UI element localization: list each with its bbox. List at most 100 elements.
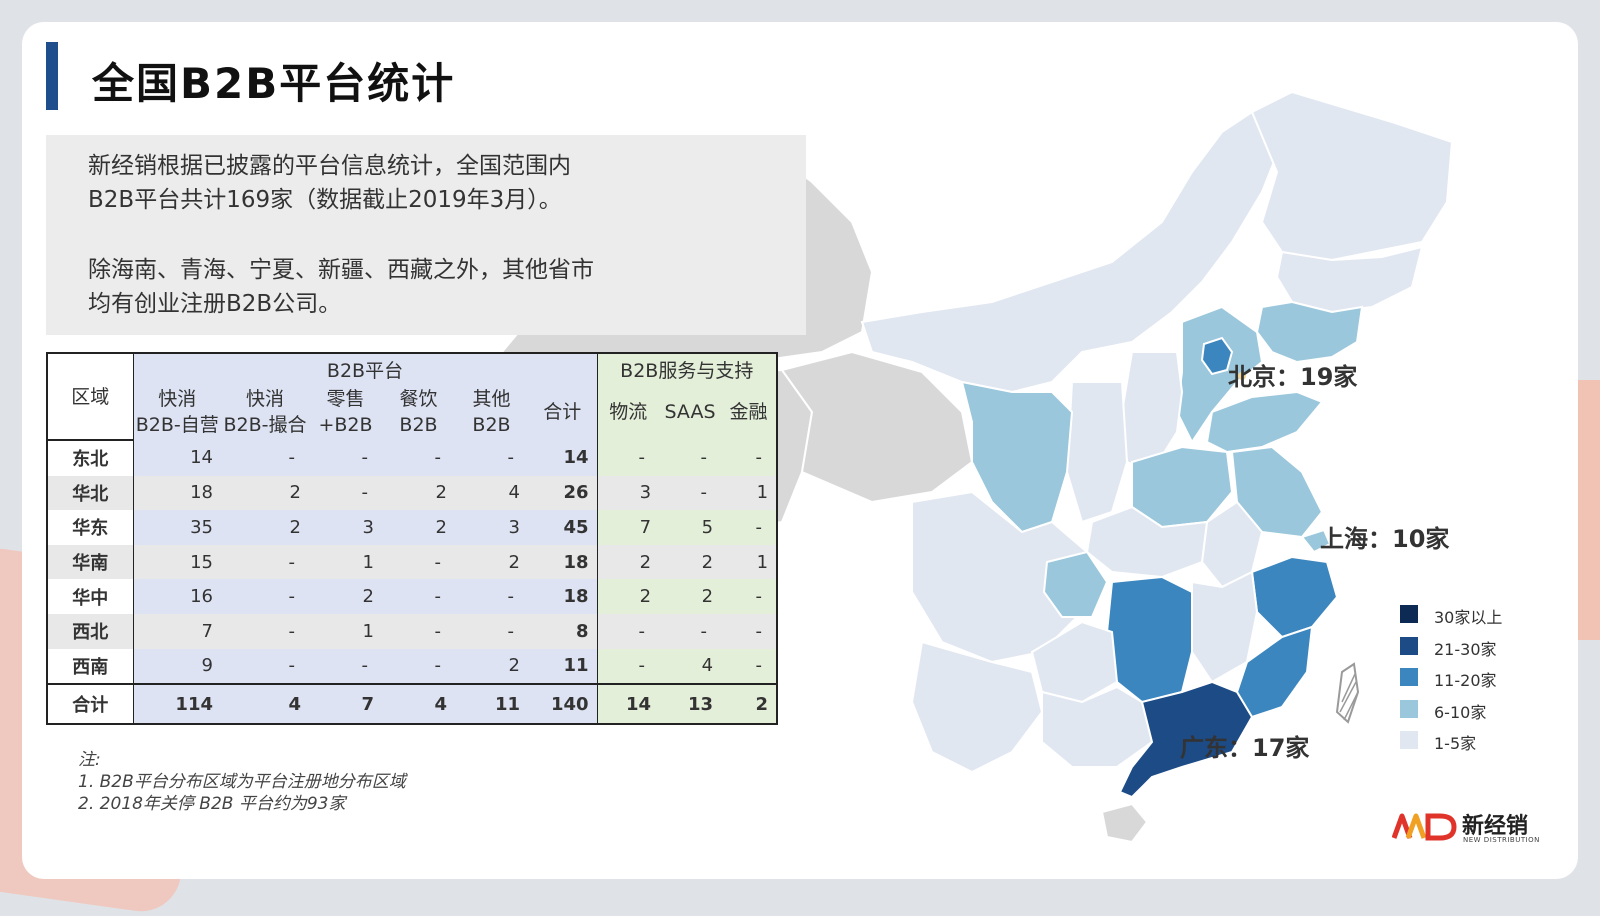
notes: 注: 1. B2B平台分布区域为平台注册地分布区域 2. 2018年关停 B2B… bbox=[78, 749, 406, 815]
subtotal-cell: 18 bbox=[528, 544, 598, 580]
region-shandong bbox=[1205, 390, 1324, 454]
data-cell: 3 bbox=[596, 475, 660, 511]
data-cell: - bbox=[721, 510, 779, 545]
total-cell: 4 bbox=[221, 683, 309, 726]
data-cell: - bbox=[659, 440, 722, 476]
region-chongqing bbox=[1042, 550, 1109, 618]
b2b-stats-table: 区域 B2B平台 B2B服务与支持 快消 B2B-自营 快消 B2B-撮合 零售 +B… bbox=[46, 352, 779, 726]
region-guangxi bbox=[1041, 685, 1154, 768]
data-cell: - bbox=[221, 579, 309, 614]
header-line1: 快消 bbox=[158, 388, 197, 410]
data-cell: 9 bbox=[133, 648, 221, 685]
callout-beijing: 北京：19家 bbox=[1228, 363, 1358, 391]
total-cell: 14 bbox=[596, 683, 660, 726]
header-line2: B2B bbox=[472, 414, 511, 436]
data-cell: - bbox=[221, 544, 309, 580]
legend-swatch bbox=[1400, 636, 1418, 655]
logo-subtitle: NEW DISTRIBUTION bbox=[1463, 836, 1540, 844]
callout-shanghai: 上海：10家 bbox=[1320, 525, 1450, 553]
data-cell: 2 bbox=[659, 579, 722, 614]
header-col-logistics: 物流 bbox=[596, 384, 660, 440]
region-guangdong bbox=[1118, 680, 1254, 799]
slide: 全国B2B平台统计 bbox=[22, 22, 1578, 879]
table-row: 华南 15-1-2 18 2 2 1 bbox=[46, 544, 779, 580]
data-cell: 1 bbox=[721, 544, 779, 580]
header-col-catering: 餐饮 B2B bbox=[382, 384, 455, 440]
region-hubei bbox=[1085, 505, 1209, 579]
logo-text: 新经销 bbox=[1462, 814, 1529, 839]
data-cell: 5 bbox=[659, 510, 722, 545]
table-body: 东北 14- - - -14- - - 华北 18 2-2 4 26 3-1 华东 35 2 3 2 3 45 7 5- 华… bbox=[46, 440, 779, 685]
note-item: 1. B2B平台分布区域为平台注册地分布区域 bbox=[78, 772, 406, 792]
header-line1: 其他 bbox=[472, 388, 511, 410]
legend-label: 1-5家 bbox=[1434, 734, 1477, 753]
data-cell: 2 bbox=[309, 579, 382, 614]
subtotal-cell: 8 bbox=[528, 613, 598, 649]
header-line2: B2B bbox=[399, 414, 438, 436]
total-label: 合计 bbox=[46, 683, 134, 726]
data-cell: - bbox=[721, 579, 779, 614]
intro-paragraph-2: 除海南、青海、宁夏、新疆、西藏之外，其他省市均有创业注册B2B公司。 bbox=[88, 257, 594, 317]
region-cell: 西南 bbox=[46, 648, 134, 685]
legend-label: 30家以上 bbox=[1434, 608, 1503, 627]
data-cell: 2 bbox=[596, 579, 660, 614]
table-total-row: 合计 114 4 7 4 11 140 14 13 2 bbox=[46, 683, 779, 726]
legend-swatch bbox=[1400, 699, 1418, 718]
header-line2: B2B-撮合 bbox=[223, 414, 307, 436]
data-cell: - bbox=[382, 544, 455, 580]
total-cell: 140 bbox=[528, 683, 598, 726]
data-cell: 4 bbox=[659, 648, 722, 685]
data-cell: - bbox=[309, 648, 382, 685]
region-shaanxi bbox=[1065, 381, 1129, 524]
region-shanghai bbox=[1300, 528, 1332, 554]
b2b-stats-table-wrap: 区域 B2B平台 B2B服务与支持 快消 B2B-自营 快消 B2B-撮合 零售 +B… bbox=[46, 352, 779, 726]
data-cell: - bbox=[221, 613, 309, 649]
data-cell: - bbox=[221, 648, 309, 685]
total-cell: 2 bbox=[721, 683, 779, 726]
region-cell: 华中 bbox=[46, 579, 134, 614]
header-line1: 快消 bbox=[245, 388, 284, 410]
data-cell: 7 bbox=[133, 613, 221, 649]
total-cell: 114 bbox=[133, 683, 221, 726]
data-cell: 2 bbox=[221, 510, 309, 545]
header-col-finance: 金融 bbox=[721, 384, 779, 440]
data-cell: - bbox=[721, 440, 779, 476]
header-col-retail: 零售 +B2B bbox=[309, 384, 382, 440]
region-qinghai bbox=[780, 350, 974, 504]
legend-label: 6-10家 bbox=[1434, 702, 1487, 722]
region-cell: 华东 bbox=[46, 510, 134, 545]
total-cell: 7 bbox=[309, 683, 382, 726]
subtotal-cell: 11 bbox=[528, 648, 598, 685]
taiwan-hatch bbox=[1339, 673, 1358, 721]
callout-guangdong: 广东：17家 bbox=[1180, 734, 1310, 762]
table-row: 华北 18 2-2 4 26 3-1 bbox=[46, 475, 779, 511]
data-cell: - bbox=[721, 648, 779, 685]
data-cell: 4 bbox=[455, 475, 528, 511]
data-cell: - bbox=[659, 613, 722, 649]
region-hainan bbox=[1100, 802, 1149, 844]
header-line2: +B2B bbox=[318, 414, 373, 436]
data-cell: 15 bbox=[133, 544, 221, 580]
header-col-saas: SAAS bbox=[659, 384, 722, 440]
legend-swatch bbox=[1400, 668, 1418, 686]
data-cell: - bbox=[382, 579, 455, 614]
title-accent-bar bbox=[46, 42, 58, 110]
region-cell: 华南 bbox=[46, 544, 134, 580]
header-line1: 零售 bbox=[326, 388, 365, 410]
subtotal-cell: 45 bbox=[528, 510, 598, 545]
header-region: 区域 bbox=[46, 352, 134, 441]
total-cell: 13 bbox=[659, 683, 722, 726]
legend-swatch bbox=[1400, 731, 1418, 749]
data-cell: - bbox=[221, 440, 309, 476]
data-cell: 2 bbox=[455, 544, 528, 580]
region-jiangxi bbox=[1191, 570, 1259, 684]
legend-label: 21-30家 bbox=[1434, 639, 1497, 659]
total-cell: 11 bbox=[455, 683, 528, 726]
data-cell: 3 bbox=[455, 510, 528, 545]
data-cell: - bbox=[455, 579, 528, 614]
region-heilongjiang bbox=[1250, 90, 1454, 264]
data-cell: 2 bbox=[659, 544, 722, 580]
legend-label: 11-20家 bbox=[1434, 671, 1497, 690]
header-col-fmcg-self: 快消 B2B-自营 bbox=[133, 384, 221, 440]
data-cell: - bbox=[382, 613, 455, 649]
